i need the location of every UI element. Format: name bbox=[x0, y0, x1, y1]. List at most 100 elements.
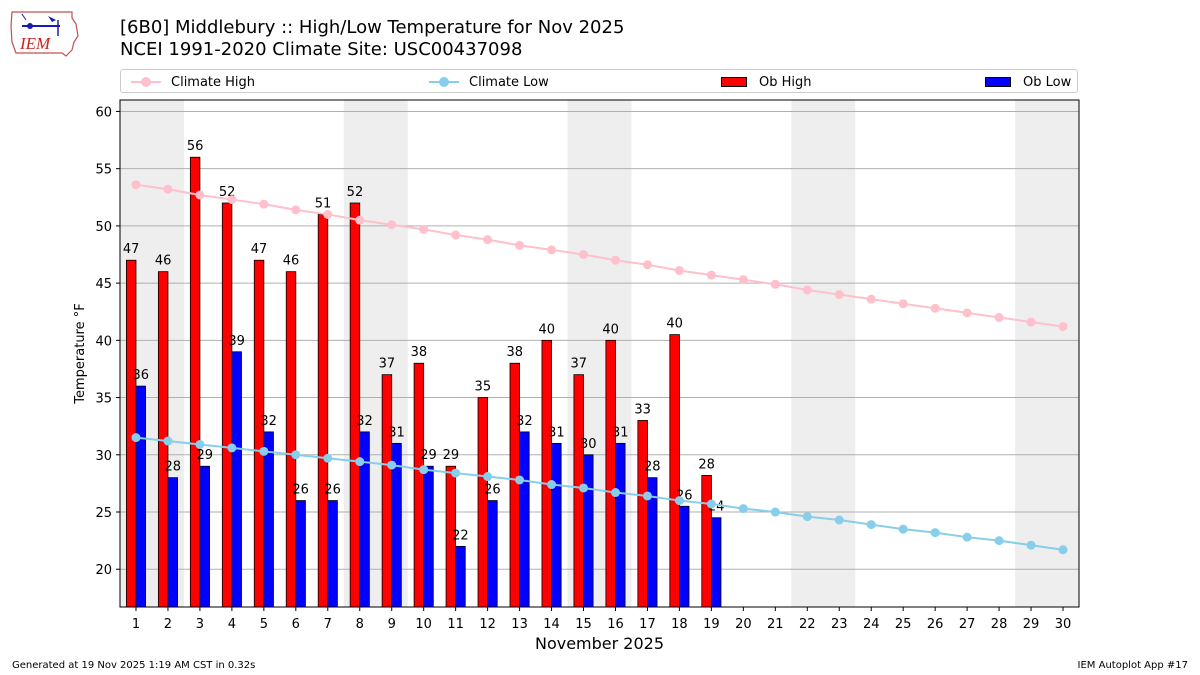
climate-low-point bbox=[770, 507, 780, 517]
ob-low-label: 22 bbox=[452, 528, 469, 543]
y-tick-label: 55 bbox=[95, 163, 112, 178]
climate-low-point bbox=[547, 480, 557, 490]
climate-low-point bbox=[706, 499, 716, 509]
x-tick-label: 1 bbox=[132, 617, 140, 632]
ob-low-bar bbox=[391, 442, 402, 608]
ob-low-bar bbox=[295, 500, 306, 608]
ob-high-bar bbox=[349, 202, 361, 608]
climate-high-point bbox=[483, 235, 493, 245]
ob-low-bar bbox=[519, 431, 530, 608]
x-tick-label: 7 bbox=[324, 617, 332, 632]
x-tick-label: 16 bbox=[607, 617, 624, 632]
ob-high-label: 37 bbox=[379, 357, 396, 372]
y-tick-label: 60 bbox=[95, 105, 112, 120]
climate-high-point bbox=[994, 312, 1004, 322]
x-tick-label: 12 bbox=[479, 617, 496, 632]
ob-high-bar bbox=[509, 362, 520, 608]
climate-high-point bbox=[738, 275, 748, 285]
climate-high-point bbox=[419, 224, 429, 234]
ob-low-label: 26 bbox=[484, 483, 501, 498]
weather-station-icon bbox=[21, 13, 60, 36]
legend-item-ob-high: Ob High bbox=[719, 73, 812, 91]
climate-high-point bbox=[387, 220, 397, 230]
ob-high-label: 46 bbox=[283, 254, 300, 269]
climate-low-point bbox=[610, 488, 620, 498]
y-axis-label: Temperature °F bbox=[73, 303, 88, 404]
ob-low-label: 31 bbox=[612, 425, 629, 440]
footer-app-text: IEM Autoplot App #17 bbox=[1077, 660, 1188, 671]
climate-high-point bbox=[802, 285, 812, 295]
ob-low-label: 28 bbox=[644, 460, 661, 475]
climate-low-point bbox=[163, 436, 173, 446]
chart-title: [6B0] Middlebury :: High/Low Temperature… bbox=[120, 17, 625, 38]
ob-low-label: 39 bbox=[228, 334, 245, 349]
climate-low-point bbox=[419, 465, 429, 475]
climate-low-point bbox=[515, 475, 525, 485]
ob-high-label: 29 bbox=[443, 448, 460, 463]
x-tick-label: 9 bbox=[388, 617, 396, 632]
x-tick-label: 2 bbox=[164, 617, 172, 632]
ob-low-bar bbox=[135, 385, 146, 608]
x-tick-label: 5 bbox=[260, 617, 268, 632]
ob-low-bar bbox=[231, 351, 242, 608]
climate-high-point bbox=[259, 199, 269, 209]
ob-high-bar bbox=[221, 202, 233, 608]
climate-low-point bbox=[1058, 545, 1068, 555]
y-tick-label: 35 bbox=[95, 392, 112, 407]
climate-low-point bbox=[227, 443, 237, 453]
climate-high-point bbox=[706, 270, 716, 280]
ob-low-label: 32 bbox=[260, 414, 277, 429]
ob-high-bar bbox=[189, 156, 201, 608]
ob-low-label: 32 bbox=[356, 414, 373, 429]
ob-low-bar bbox=[647, 477, 658, 608]
logo-text: IEM bbox=[19, 34, 51, 53]
climate-high-point bbox=[547, 245, 557, 255]
ob-low-swatch-icon bbox=[983, 75, 1013, 89]
ob-low-label: 24 bbox=[708, 500, 725, 515]
climate-high-point bbox=[834, 290, 844, 300]
climate-low-point bbox=[291, 450, 301, 460]
ob-high-bar bbox=[253, 259, 265, 608]
climate-low-point bbox=[483, 472, 493, 482]
ob-high-bar bbox=[669, 334, 680, 608]
x-tick-label: 15 bbox=[575, 617, 592, 632]
ob-low-bar bbox=[359, 431, 370, 608]
y-tick-label: 45 bbox=[95, 277, 112, 292]
ob-high-label: 52 bbox=[219, 185, 236, 200]
climate-low-point bbox=[355, 457, 365, 467]
x-tick-label: 8 bbox=[356, 617, 364, 632]
x-axis-label: November 2025 bbox=[535, 634, 664, 653]
ob-low-label: 31 bbox=[548, 425, 565, 440]
ob-high-label: 56 bbox=[187, 139, 204, 154]
climate-low-point bbox=[898, 524, 908, 534]
ob-low-label: 29 bbox=[420, 448, 437, 463]
climate-low-point bbox=[323, 453, 333, 463]
ob-low-bar bbox=[455, 545, 466, 608]
ob-high-label: 51 bbox=[315, 196, 332, 211]
ob-high-bar bbox=[701, 474, 712, 608]
ob-high-bar bbox=[125, 259, 137, 608]
climate-high-line-icon bbox=[131, 75, 161, 89]
x-tick-label: 20 bbox=[735, 617, 752, 632]
y-tick-label: 50 bbox=[95, 220, 112, 235]
x-tick-label: 18 bbox=[671, 617, 688, 632]
ob-high-label: 38 bbox=[411, 345, 428, 360]
x-tick-label: 11 bbox=[447, 617, 464, 632]
ob-low-bar bbox=[583, 454, 594, 608]
x-tick-label: 17 bbox=[639, 617, 656, 632]
ob-low-label: 26 bbox=[324, 483, 341, 498]
ob-high-bar bbox=[381, 374, 393, 608]
x-tick-label: 30 bbox=[1055, 617, 1072, 632]
x-tick-label: 10 bbox=[415, 617, 432, 632]
ob-high-label: 28 bbox=[698, 457, 715, 472]
ob-high-bar bbox=[157, 271, 169, 608]
climate-low-point bbox=[642, 491, 652, 501]
weekend-band bbox=[1015, 100, 1079, 607]
ob-high-label: 40 bbox=[602, 322, 619, 337]
x-tick-label: 26 bbox=[927, 617, 944, 632]
x-tick-label: 21 bbox=[767, 617, 784, 632]
climate-low-point bbox=[451, 468, 461, 478]
ob-low-bar bbox=[423, 465, 434, 608]
climate-low-point bbox=[131, 433, 141, 443]
ob-high-bar bbox=[573, 374, 584, 608]
